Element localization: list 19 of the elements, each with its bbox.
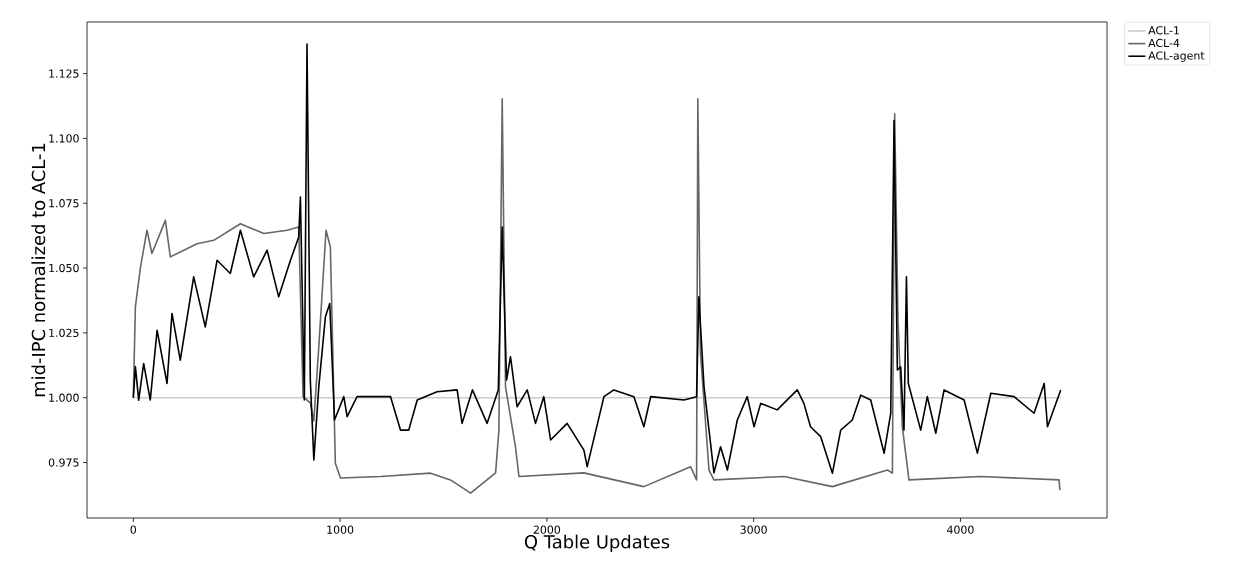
x-tick-label: 0	[130, 525, 137, 534]
line-series	[132, 43, 1062, 474]
x-axis-title: Q Table Updates	[524, 534, 670, 553]
y-tick-label: 1.100	[49, 134, 79, 143]
x-tick-label: 2000	[533, 525, 561, 534]
legend-label: ACL-agent	[1148, 51, 1205, 62]
legend-label: ACL-1	[1148, 26, 1179, 35]
legend-label: ACL-4	[1148, 38, 1180, 48]
y-tick-label: 1.050	[49, 263, 79, 273]
y-tick-label: 1.000	[49, 393, 79, 402]
y-tick-label: 1.075	[49, 199, 79, 208]
y-tick-label: 0.975	[48, 458, 79, 467]
x-tick-label: 4000	[947, 525, 974, 534]
y-tick-label: 1.125	[49, 69, 79, 78]
x-tick-label: 3000	[740, 525, 767, 534]
x-tick-label: 1000	[327, 525, 354, 534]
y-tick-label: 1.025	[49, 328, 79, 338]
y-axis-title: mid-IPC normalized to ACL-1	[31, 143, 46, 397]
line-series	[132, 97, 1061, 494]
